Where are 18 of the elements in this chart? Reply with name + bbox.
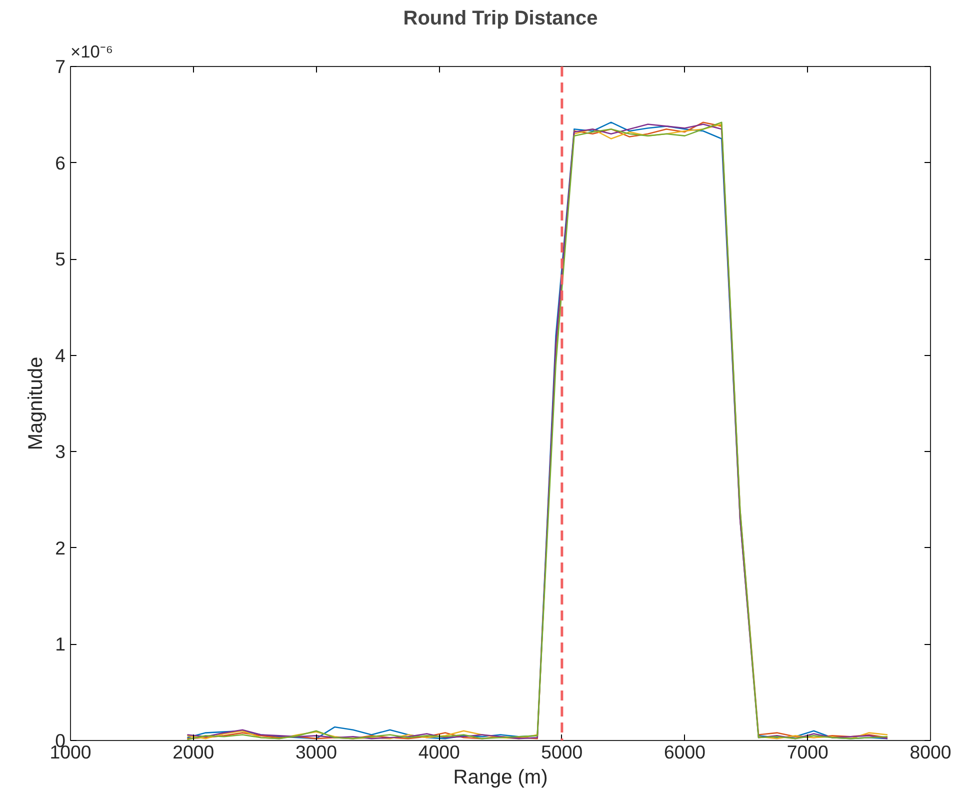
y-tick-label: 7: [55, 56, 66, 77]
x-axis-title: Range (m): [453, 766, 548, 788]
y-tick-label: 4: [55, 344, 66, 366]
y-axis-title: Magnitude: [25, 356, 48, 450]
x-tick-label: 5000: [541, 742, 583, 762]
x-tick-label: 6000: [664, 742, 706, 762]
chart-title: Round Trip Distance: [403, 8, 598, 30]
x-tick-label: 3000: [295, 742, 337, 762]
x-tick-label: 4000: [418, 742, 460, 762]
y-tick-label: 1: [55, 634, 66, 655]
y-tick-label: 3: [55, 441, 66, 462]
text: ×10⁻⁶: [70, 42, 114, 62]
y-tick-label: 5: [55, 248, 66, 270]
x-tick-label: 2000: [172, 742, 214, 762]
y-tick-label: 6: [55, 152, 66, 174]
y-tick-label: 2: [55, 537, 66, 558]
x-tick-label: 7000: [786, 742, 828, 762]
x-tick-label: 8000: [910, 742, 952, 762]
